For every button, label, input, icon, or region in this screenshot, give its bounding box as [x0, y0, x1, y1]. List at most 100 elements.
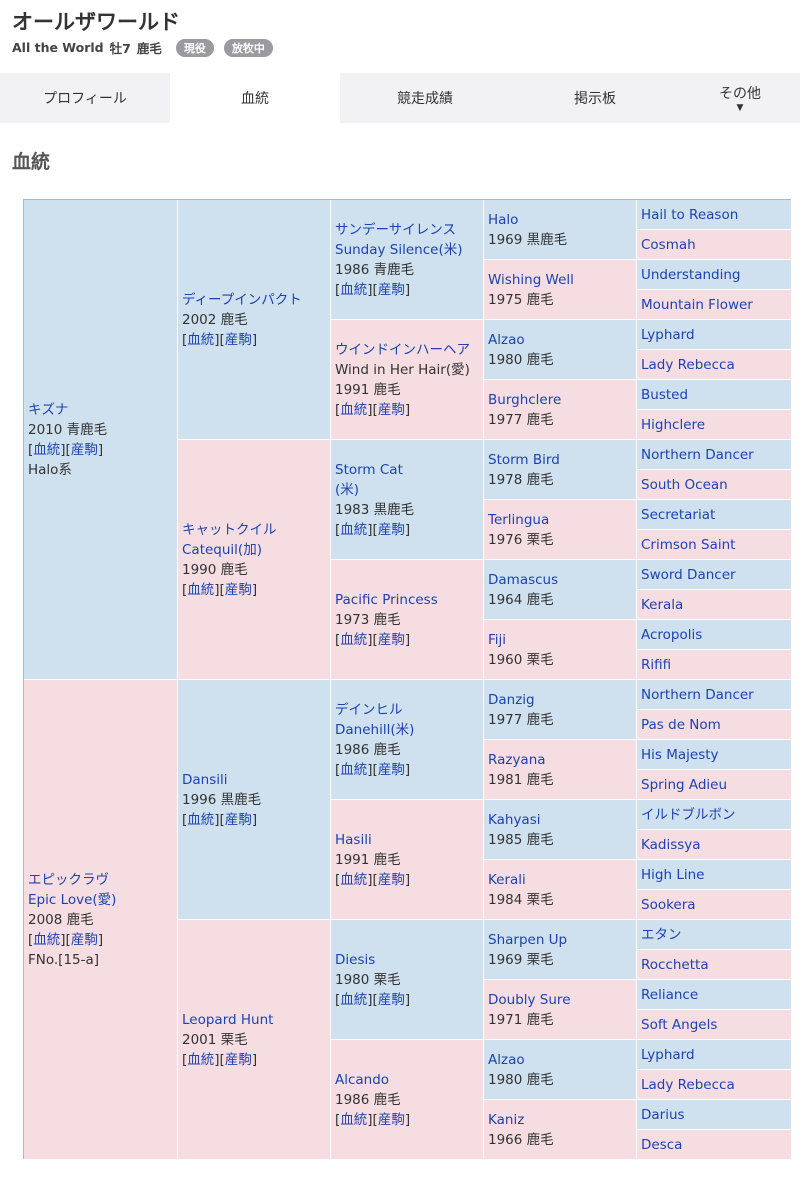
progeny-link[interactable]: 産駒 [377, 1111, 405, 1128]
horse-name-link[interactable]: High Line [641, 866, 705, 883]
pedigree-link[interactable]: 血統 [340, 871, 368, 888]
horse-name-en-link[interactable]: Epic Love(愛) [28, 891, 117, 908]
pedigree-link[interactable]: 血統 [340, 631, 368, 648]
horse-name-en-link[interactable]: (米) [335, 481, 360, 498]
progeny-link[interactable]: 産駒 [70, 931, 98, 948]
tab-profile[interactable]: プロフィール [43, 91, 127, 107]
horse-name-link[interactable]: Cosmah [641, 236, 696, 253]
horse-name-link[interactable]: South Ocean [641, 476, 728, 493]
pedigree-link[interactable]: 血統 [187, 811, 215, 828]
pedigree-link[interactable]: 血統 [187, 331, 215, 348]
pedigree-link[interactable]: 血統 [340, 1111, 368, 1128]
horse-name-link[interactable]: Hasili [335, 831, 372, 848]
horse-name-link[interactable]: Rocchetta [641, 956, 709, 973]
progeny-link[interactable]: 産駒 [224, 581, 252, 598]
progeny-link[interactable]: 産駒 [224, 811, 252, 828]
progeny-link[interactable]: 産駒 [377, 401, 405, 418]
horse-name-link[interactable]: Spring Adieu [641, 776, 728, 793]
pedigree-link[interactable]: 血統 [33, 931, 61, 948]
progeny-link[interactable]: 産駒 [224, 1051, 252, 1068]
progeny-link[interactable]: 産駒 [377, 871, 405, 888]
progeny-link[interactable]: 産駒 [377, 281, 405, 298]
horse-name-link[interactable]: Northern Dancer [641, 686, 754, 703]
horse-name-link[interactable]: Highclere [641, 416, 706, 433]
horse-name-link[interactable]: Lady Rebecca [641, 1076, 735, 1093]
horse-name-link[interactable]: Kerali [488, 871, 526, 888]
horse-name-link[interactable]: Darius [641, 1106, 685, 1123]
tab-more[interactable]: その他 ▼ [680, 73, 800, 123]
horse-name-link[interactable]: Kadissya [641, 836, 701, 853]
horse-name-link[interactable]: Desca [641, 1136, 683, 1153]
horse-name-link[interactable]: Alcando [335, 1071, 390, 1088]
horse-name-link[interactable]: Damascus [488, 571, 559, 588]
horse-name-link[interactable]: Kaniz [488, 1111, 525, 1128]
tab-bbs[interactable]: 掲示板 [574, 91, 616, 107]
horse-name-link[interactable]: Leopard Hunt [182, 1011, 274, 1028]
horse-name-link[interactable]: Busted [641, 386, 689, 403]
progeny-link[interactable]: 産駒 [377, 521, 405, 538]
pedigree-link[interactable]: 血統 [340, 521, 368, 538]
horse-name-link[interactable]: キャットクイル [182, 521, 277, 538]
horse-name-link[interactable]: Kahyasi [488, 811, 541, 828]
horse-name-link[interactable]: Wishing Well [488, 271, 574, 288]
horse-name-link[interactable]: Lyphard [641, 1046, 695, 1063]
horse-name-link[interactable]: Sharpen Up [488, 931, 568, 948]
horse-name-link[interactable]: Dansili [182, 771, 228, 788]
horse-name-link[interactable]: Lady Rebecca [641, 356, 735, 373]
horse-name-link[interactable]: Halo [488, 211, 519, 228]
horse-name-en-link[interactable]: Danehill(米) [335, 721, 415, 738]
pedigree-link[interactable]: 血統 [340, 761, 368, 778]
horse-name-link[interactable]: Mountain Flower [641, 296, 753, 313]
horse-name-link[interactable]: Sookera [641, 896, 696, 913]
horse-name-link[interactable]: Crimson Saint [641, 536, 736, 553]
horse-name-link[interactable]: Burghclere [488, 391, 562, 408]
progeny-link[interactable]: 産駒 [70, 441, 98, 458]
horse-name-link[interactable]: Soft Angels [641, 1016, 718, 1033]
horse-name-link[interactable]: Pas de Nom [641, 716, 721, 733]
horse-name-link[interactable]: Kerala [641, 596, 684, 613]
pedigree-link[interactable]: 血統 [187, 581, 215, 598]
tab-pedigree[interactable]: 血統 [170, 73, 340, 123]
horse-name-link[interactable]: Danzig [488, 691, 535, 708]
progeny-link[interactable]: 産駒 [377, 631, 405, 648]
pedigree-link[interactable]: 血統 [340, 401, 368, 418]
horse-name-link[interactable]: Understanding [641, 266, 741, 283]
pedigree-link[interactable]: 血統 [340, 281, 368, 298]
progeny-link[interactable]: 産駒 [224, 331, 252, 348]
tab-race-results[interactable]: 競走成績 [397, 91, 453, 107]
horse-name-link[interactable]: Pacific Princess [335, 591, 438, 608]
horse-name-link[interactable]: Acropolis [641, 626, 703, 643]
horse-name-link[interactable]: Diesis [335, 951, 376, 968]
horse-name-link[interactable]: Reliance [641, 986, 699, 1003]
horse-name-link[interactable]: サンデーサイレンス [335, 221, 456, 238]
horse-name-link[interactable]: Rififi [641, 656, 672, 673]
horse-name-link[interactable]: イルドブルボン [641, 806, 736, 823]
pedigree-link[interactable]: 血統 [340, 991, 368, 1008]
horse-name-link[interactable]: エタン [641, 926, 682, 943]
horse-name-link[interactable]: Northern Dancer [641, 446, 754, 463]
horse-name-link[interactable]: ウインドインハーヘア [335, 341, 470, 358]
horse-name-link[interactable]: Razyana [488, 751, 546, 768]
horse-name-link[interactable]: Storm Cat [335, 461, 403, 478]
horse-name-link[interactable]: デインヒル [335, 701, 403, 718]
horse-name-link[interactable]: Sword Dancer [641, 566, 736, 583]
horse-name-link[interactable]: Fiji [488, 631, 507, 648]
horse-name-link[interactable]: Lyphard [641, 326, 695, 343]
horse-name-link[interactable]: Terlingua [488, 511, 550, 528]
horse-name-link[interactable]: キズナ [28, 401, 69, 418]
horse-name-link[interactable]: His Majesty [641, 746, 719, 763]
horse-name-link[interactable]: Doubly Sure [488, 991, 571, 1008]
horse-name-link[interactable]: Secretariat [641, 506, 716, 523]
horse-name-link[interactable]: Hail to Reason [641, 206, 739, 223]
horse-name-link[interactable]: Storm Bird [488, 451, 560, 468]
pedigree-link[interactable]: 血統 [187, 1051, 215, 1068]
horse-name-link[interactable]: Alzao [488, 331, 525, 348]
horse-name-link[interactable]: Alzao [488, 1051, 525, 1068]
pedigree-link[interactable]: 血統 [33, 441, 61, 458]
progeny-link[interactable]: 産駒 [377, 991, 405, 1008]
horse-name-link[interactable]: エピックラヴ [28, 871, 109, 888]
horse-name-en-link[interactable]: Sunday Silence(米) [335, 241, 463, 258]
horse-name-link[interactable]: ディープインパクト [182, 291, 302, 308]
progeny-link[interactable]: 産駒 [377, 761, 405, 778]
horse-name-en-link[interactable]: Catequil(加) [182, 541, 262, 558]
